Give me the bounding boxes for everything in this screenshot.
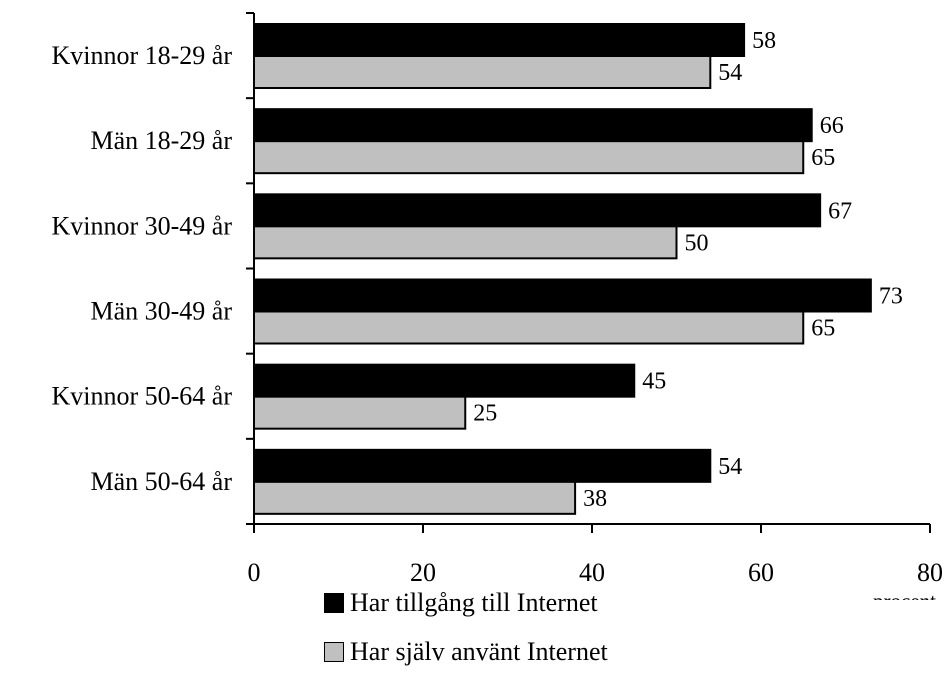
bar-access-0 <box>253 23 746 57</box>
bar-used-3 <box>253 310 805 345</box>
value-label-access-2: 67 <box>828 198 852 224</box>
value-label-access-5: 54 <box>718 454 742 480</box>
legend-label-used: Har själv använt Internet <box>350 637 608 666</box>
category-label-2: Kvinnor 30-49 år <box>51 211 232 240</box>
value-label-access-4: 45 <box>642 369 666 395</box>
value-label-used-4: 25 <box>473 401 497 427</box>
x-tick-label-3: 60 <box>748 558 774 587</box>
legend-swatch-access <box>324 593 344 613</box>
category-label-5: Män 50-64 år <box>90 467 232 496</box>
category-label-4: Kvinnor 50-64 år <box>51 382 232 411</box>
value-label-used-3: 65 <box>811 316 835 342</box>
value-label-used-5: 38 <box>583 486 607 512</box>
axes-group: 0 20 40 60 80 <box>246 12 943 587</box>
value-labels-group: 58 54 66 65 67 50 73 65 45 25 54 38 <box>473 28 903 512</box>
x-tick-label-2: 40 <box>579 558 605 587</box>
x-tick-label-4: 80 <box>917 558 943 587</box>
x-tick-label-1: 20 <box>410 558 436 587</box>
legend-label-access: Har tillgång till Internet <box>350 588 598 617</box>
x-axis-unit-label: procent <box>873 589 936 600</box>
bar-used-5 <box>253 480 577 515</box>
value-label-access-3: 73 <box>879 284 903 310</box>
bars-group <box>253 23 872 515</box>
bar-access-1 <box>253 108 813 143</box>
bar-used-1 <box>253 140 805 175</box>
bar-access-3 <box>253 278 872 313</box>
legend-swatch-used <box>324 642 344 662</box>
value-label-used-0: 54 <box>718 60 742 86</box>
legend-item-access: Har tillgång till Internet <box>324 588 598 618</box>
category-labels-group: Kvinnor 18-29 år Män 18-29 år Kvinnor 30-4… <box>51 41 232 496</box>
value-label-used-2: 50 <box>685 230 709 256</box>
bar-access-5 <box>253 448 712 483</box>
legend-item-used: Har själv använt Internet <box>324 637 608 667</box>
value-label-access-0: 58 <box>752 28 776 54</box>
category-label-0: Kvinnor 18-29 år <box>51 41 232 70</box>
category-label-1: Män 18-29 år <box>90 126 232 155</box>
bar-access-2 <box>253 193 822 228</box>
bar-used-2 <box>253 225 678 260</box>
category-label-3: Män 30-49 år <box>90 297 232 326</box>
value-label-used-1: 65 <box>811 145 835 171</box>
value-label-access-1: 66 <box>820 113 844 139</box>
bar-used-4 <box>253 395 467 430</box>
bar-used-0 <box>253 55 712 89</box>
bar-access-4 <box>253 363 636 398</box>
x-tick-label-0: 0 <box>248 558 261 587</box>
bar-chart: 58 54 66 65 67 50 73 65 45 25 54 38 Kvinnor 18-29 å… <box>51 12 943 600</box>
